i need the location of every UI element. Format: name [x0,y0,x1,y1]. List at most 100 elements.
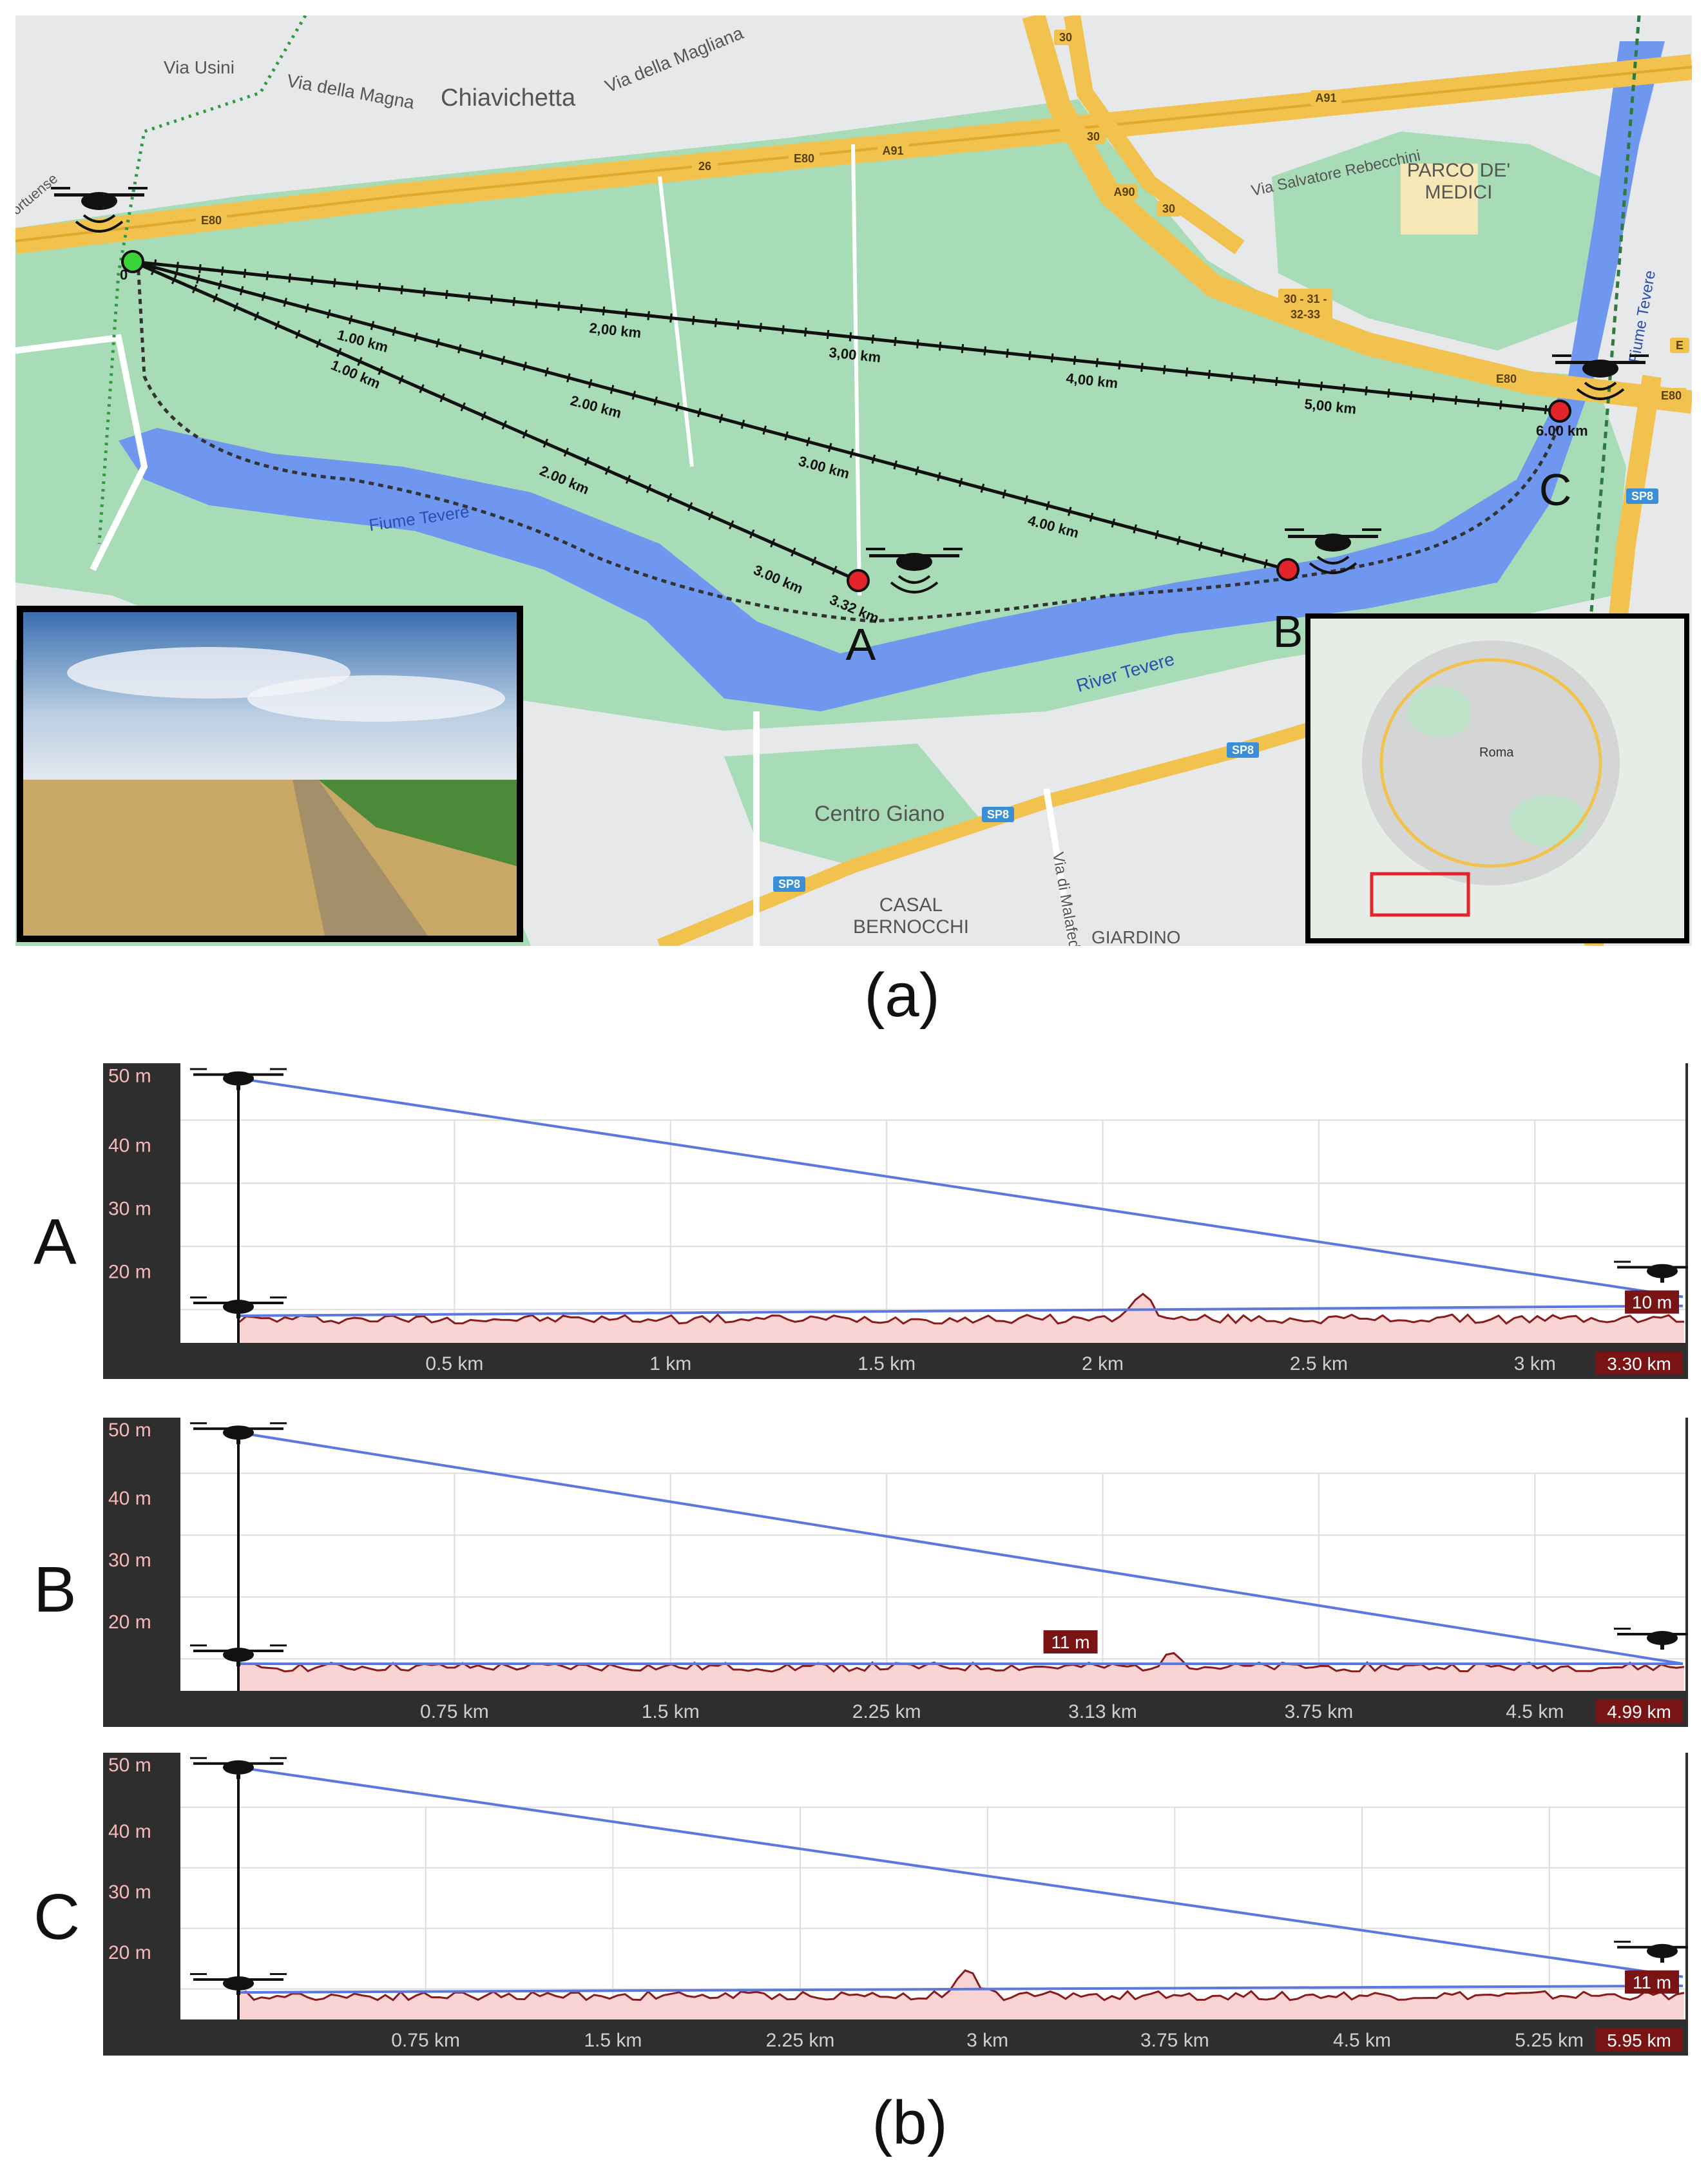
link-line-a [131,260,859,583]
link-tick [436,338,440,348]
link-tick [916,339,919,349]
map-place-label: MEDICI [1425,182,1493,203]
road-badge-text: A91 [1315,92,1336,104]
link-tick [1185,367,1189,377]
link-tick [348,315,353,325]
link-tick [523,361,527,371]
link-tick [728,520,734,530]
x-tick-label: 4.5 km [1506,1701,1564,1722]
link-tick [983,346,986,356]
road-badge [1278,289,1332,323]
right-border [1685,1753,1688,2056]
drone-icon [1614,1628,1688,1650]
link-c-end-label: 6.00 km [1536,423,1588,439]
link-tick [333,278,336,287]
end-distance-tag: 3.30 km [1607,1354,1671,1374]
link-tick [295,329,301,339]
road-badge [789,151,820,166]
x-tick-label: 4.5 km [1333,2030,1391,2051]
link-tick [770,538,776,548]
drone-icon [1614,1260,1688,1283]
road-badge-text: SP8 [1631,490,1653,503]
link-tick [1242,553,1247,563]
link-tick [784,431,789,441]
road-badge-text: 30 - 31 - [1283,293,1327,305]
link-tick [961,343,964,354]
highway-a90 [1064,15,1245,255]
link-tick [535,299,538,309]
road-badge-text: A90 [1113,186,1135,198]
link-tick [871,454,876,464]
y-tick-label: 30 m [108,1198,151,1219]
profile-charts: 50 m 40 m 30 m 20 m 0.5 km 1 km 1.5 km 2 km 2.5 … [103,1063,1688,2056]
bike-path-east [1586,15,1641,660]
link-line-high [238,1766,1684,1978]
link-tick [1006,349,1009,358]
link-tick [522,429,528,439]
link-tick [1477,398,1480,407]
link-tick [1050,353,1054,363]
road-badge-text: 32-33 [1291,308,1320,321]
end-height-tag: 11 m [1633,1972,1671,1992]
profile-letter-c: C [34,1881,81,1953]
minor-road [658,176,694,467]
road-badge-text: 30 [1059,31,1072,44]
y-tick-label: 40 m [108,1135,151,1156]
link-tick [938,342,942,351]
x-tick-label: 3.75 km [1140,2030,1209,2051]
link-tick [1176,535,1181,545]
road-badges: 26 E80 A91 A91 30 30 A90 30 30 - 31 - 32… [196,30,1689,892]
link-tick [692,316,695,325]
link-tick [261,291,266,302]
link-tick [1198,541,1203,551]
link-tick [1409,390,1413,400]
link-tick [1521,402,1525,412]
road-badge-text: SP8 [987,808,1009,821]
drone-icon [190,1068,287,1090]
park-area-south-center [724,744,982,866]
link-tick [378,366,383,376]
link-tick [481,411,486,421]
link-tick [423,287,426,297]
x-tick-label: 3 km [966,2030,1008,2051]
y-axis-band [103,1063,180,1379]
end-distance-tag: 4.99 km [1607,1702,1671,1722]
link-tick [762,425,767,435]
link-tick [707,511,714,521]
drone-icon [190,1973,287,1995]
y-tick-label: 40 m [108,1488,151,1509]
link-tick [625,475,631,485]
highway-a91-edge [15,66,1692,242]
map-place-label: Via Usini [164,57,235,77]
link-tick [806,437,811,447]
link-tick [647,311,650,320]
link-tick [467,292,471,302]
road-badge [1054,30,1077,45]
endpoint-letter-a: A [846,619,876,670]
link-tick [1089,512,1094,522]
y-tick-label: 20 m [108,1612,151,1633]
link-tick [1387,389,1390,398]
link-tick [316,338,321,348]
link-tick [915,466,919,476]
end-distance-tag-bg [1595,1700,1683,1723]
link-tick [1163,365,1166,374]
link-tick [221,266,224,276]
x-axis-band [103,1691,1688,1727]
inset-urban-area [1362,641,1620,885]
link-tick [457,344,462,354]
minor-road [15,334,148,572]
y-tick-label: 50 m [108,1420,151,1441]
road-badge [1227,742,1259,758]
link-tick [254,311,260,321]
drone-icon [866,548,963,593]
link-tick [804,327,807,337]
road-badge-text: SP8 [1232,744,1254,757]
drone-icon [1285,528,1381,574]
photo-cloud [247,675,505,722]
link-tick [239,285,244,296]
inset-ring-road [1379,658,1602,868]
road-badge-text: 30 [1162,202,1175,215]
road-badge-text: A91 [882,144,903,157]
right-border [1685,1418,1688,1727]
